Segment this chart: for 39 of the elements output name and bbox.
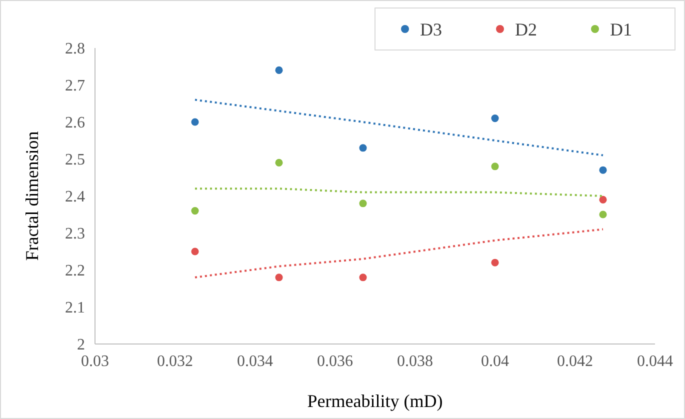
y-tick-label: 2 (77, 336, 85, 354)
point (599, 210, 607, 218)
point (191, 248, 199, 256)
legend-label: D2 (515, 19, 537, 40)
point (275, 66, 283, 74)
x-tick-label: 0.04 (481, 353, 509, 370)
y-tick-label: 2.5 (65, 152, 85, 169)
y-tick-label: 2.3 (65, 226, 85, 243)
x-tick-label: 0.038 (397, 353, 433, 370)
y-tick-label: 2.8 (65, 40, 85, 58)
point (491, 162, 499, 170)
point (599, 196, 607, 204)
point (275, 274, 283, 282)
x-tick-label: 0.032 (157, 353, 193, 370)
y-tick-label: 2.7 (65, 78, 85, 95)
point (191, 207, 199, 215)
y-tick-label: 2.4 (65, 188, 85, 206)
y-axis-title: Fractal dimension (22, 131, 42, 261)
line-series (194, 98, 604, 156)
line-series (194, 228, 604, 278)
x-tick-label: 0.03 (81, 353, 109, 370)
y-tick-label: 2.6 (65, 114, 85, 132)
x-tick-label: 0.034 (237, 353, 273, 370)
x-tick-label: 0.044 (637, 353, 673, 370)
point (359, 144, 367, 152)
point (359, 200, 367, 208)
point (599, 166, 607, 174)
point (275, 158, 283, 166)
y-tick-label: 2.1 (65, 300, 85, 317)
x-axis-title: Permeability (mD) (307, 391, 443, 411)
point (359, 274, 367, 282)
x-tick-label: 0.042 (557, 353, 593, 370)
x-tick-label: 0.036 (317, 353, 353, 370)
y-tick-label: 2.2 (65, 262, 85, 280)
point (191, 118, 199, 126)
legend-label: D1 (610, 19, 632, 40)
legend-label: D3 (420, 19, 442, 40)
point (491, 114, 499, 122)
point (491, 258, 499, 266)
